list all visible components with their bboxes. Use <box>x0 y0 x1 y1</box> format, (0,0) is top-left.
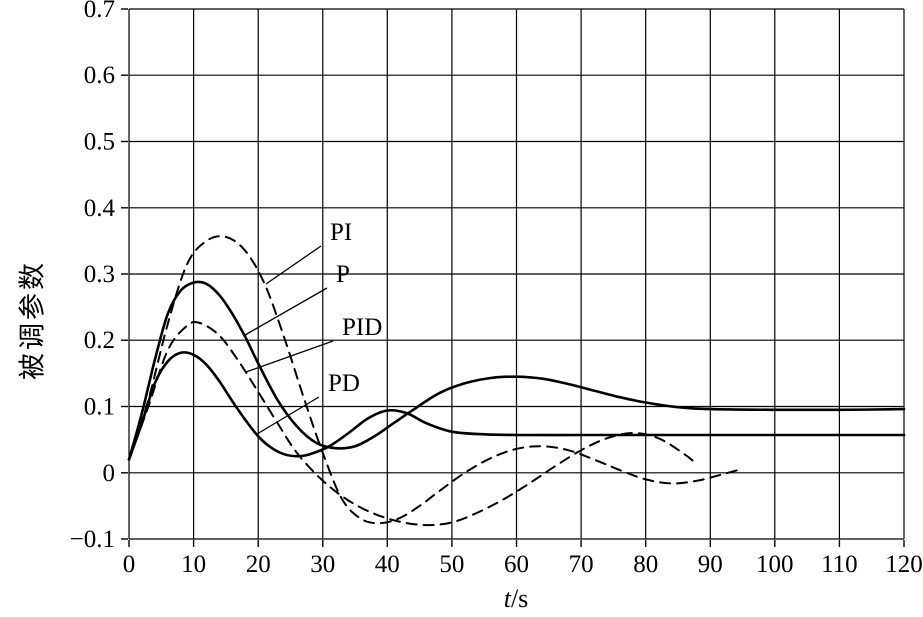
y-tick-label: 0 <box>103 460 116 487</box>
y-tick-label: 0.6 <box>84 62 115 89</box>
x-tick-label: 0 <box>123 551 136 578</box>
leader-line-p <box>244 287 328 336</box>
curve-pi <box>128 235 744 525</box>
grid <box>128 8 905 540</box>
curve-label-pi: PI <box>330 219 352 246</box>
x-tick-label: 120 <box>885 551 923 578</box>
x-tick-label: 110 <box>821 551 858 578</box>
curve-annotations: PI P PID PD <box>244 219 382 435</box>
leader-line-pid <box>245 340 334 373</box>
axis-ticks <box>121 8 905 547</box>
curve-pd <box>127 351 906 461</box>
x-tick-label: 60 <box>504 551 529 578</box>
leader-line-pd <box>256 396 320 435</box>
x-tick-labels: 0 10 20 30 40 50 60 70 80 90 100 110 120 <box>123 551 923 578</box>
y-tick-label: 0.7 <box>84 0 115 23</box>
x-tick-label: 90 <box>698 551 723 578</box>
curve-label-p: P <box>336 261 350 288</box>
x-tick-label: 70 <box>569 551 594 578</box>
leader-line-pi <box>265 245 322 285</box>
y-tick-label: 0.2 <box>84 327 115 354</box>
x-tick-label: 80 <box>633 551 658 578</box>
curve-pid <box>128 320 699 527</box>
x-tick-label: 20 <box>246 551 271 578</box>
y-tick-label: 0.4 <box>84 195 116 222</box>
y-tick-label: −0.1 <box>70 526 115 553</box>
x-tick-label: 40 <box>375 551 400 578</box>
x-axis-title: t/s <box>504 584 529 614</box>
x-tick-label: 30 <box>310 551 335 578</box>
x-tick-label: 100 <box>756 551 794 578</box>
y-tick-label: 0.5 <box>84 129 115 156</box>
y-tick-label: 0.3 <box>84 261 115 288</box>
curve-p <box>127 280 906 461</box>
x-tick-label: 10 <box>181 551 206 578</box>
y-axis-title: 被调参数 <box>17 260 48 380</box>
x-tick-label: 50 <box>439 551 464 578</box>
curve-label-pid: PID <box>342 314 382 341</box>
x-axis-variable: t <box>503 584 511 613</box>
y-tick-label: 0.1 <box>84 394 115 421</box>
curve-label-pd: PD <box>328 370 360 397</box>
x-axis-unit: /s <box>510 584 529 613</box>
y-tick-labels: 0.7 0.6 0.5 0.4 0.3 0.2 0.1 0 −0.1 <box>70 0 116 553</box>
